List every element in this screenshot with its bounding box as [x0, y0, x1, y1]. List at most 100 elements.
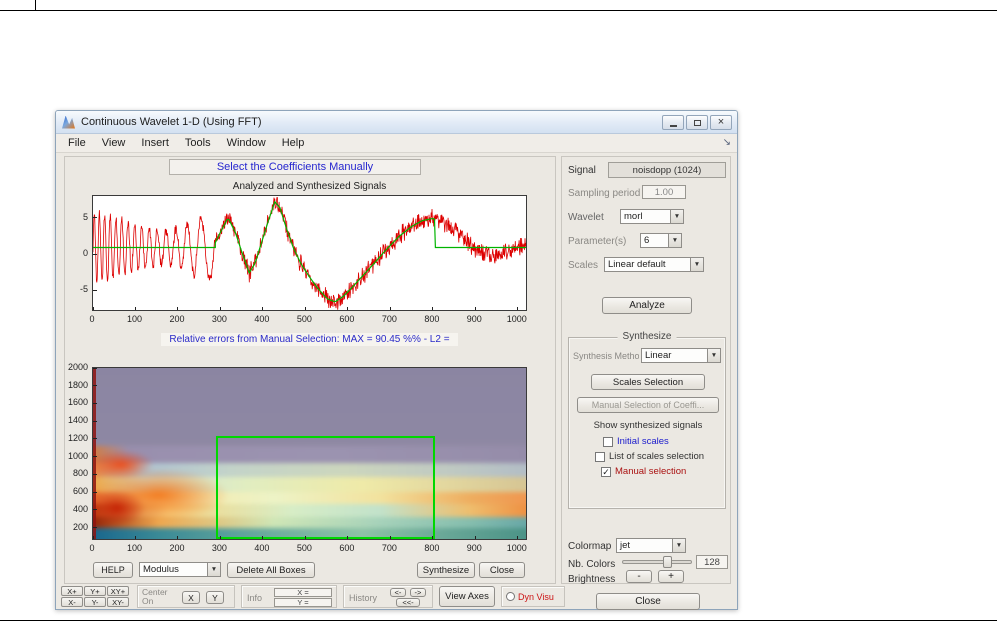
menu-item-tools[interactable]: Tools: [177, 137, 219, 149]
dyn-visu-group[interactable]: Dyn Visu: [501, 586, 565, 607]
chevron-down-icon: ▼: [668, 234, 681, 247]
synthesis-method-dropdown[interactable]: Linear ▼: [641, 348, 721, 363]
scalogram-plot[interactable]: [92, 367, 527, 540]
x-tick-label: 100: [127, 543, 142, 553]
menu-item-view[interactable]: View: [94, 137, 134, 149]
checkbox-label: Manual selection: [615, 466, 686, 477]
colormap-label: Colormap: [568, 541, 611, 552]
info-y-field: Y =: [274, 598, 332, 607]
signal-plot-title: Analyzed and Synthesized Signals: [92, 181, 527, 192]
parameter-dropdown[interactable]: 6 ▼: [640, 233, 682, 248]
analyze-button[interactable]: Analyze: [602, 297, 692, 314]
delete-all-boxes-button[interactable]: Delete All Boxes: [227, 562, 315, 578]
checkbox-label: Initial scales: [617, 436, 669, 447]
maximize-button[interactable]: [686, 115, 708, 130]
dock-figure-icon[interactable]: ↘: [723, 137, 731, 148]
help-button[interactable]: HELP: [93, 562, 133, 578]
maximize-icon: [694, 120, 701, 126]
tick-mark: [517, 307, 518, 311]
checkbox-box[interactable]: [595, 452, 605, 462]
manual-selection-button[interactable]: Manual Selection of Coeffi...: [577, 397, 719, 413]
zoom-y-minus-button[interactable]: Y-: [84, 597, 106, 607]
tick-mark: [432, 536, 433, 540]
chevron-down-icon: ▼: [672, 539, 685, 552]
center-y-button[interactable]: Y: [206, 591, 224, 604]
app-window: Continuous Wavelet 1-D (Using FFT) × ↘ F…: [55, 110, 738, 610]
on-text: On: [142, 596, 153, 606]
x-tick-label: 800: [424, 314, 439, 324]
x-tick-label: 600: [339, 543, 354, 553]
checkbox-manual-selection[interactable]: ✓ Manual selection: [601, 464, 704, 479]
scales-dropdown[interactable]: Linear default ▼: [604, 257, 704, 272]
sampling-period-input[interactable]: 1.00: [642, 185, 686, 199]
modulus-dropdown[interactable]: Modulus ▼: [139, 562, 221, 577]
brightness-minus-button[interactable]: -: [626, 570, 652, 583]
tick-mark: [93, 492, 97, 493]
nb-colors-input[interactable]: 128: [696, 555, 728, 569]
minimize-button[interactable]: [662, 115, 684, 130]
tick-mark: [93, 254, 97, 255]
close-window-button[interactable]: Close: [596, 593, 700, 610]
view-axes-button[interactable]: View Axes: [439, 586, 495, 607]
tick-mark: [305, 307, 306, 311]
analyzed-signal-trace: [93, 198, 527, 310]
x-tick-label: 0: [89, 543, 94, 553]
history-forward-button[interactable]: ->: [410, 588, 426, 597]
synthesize-group-title: Synthesize: [618, 331, 677, 342]
close-button[interactable]: ×: [710, 115, 732, 130]
scalogram-layer: [92, 528, 527, 540]
zoom-y-plus-button[interactable]: Y+: [84, 586, 106, 596]
center-on-group: Center On X Y: [137, 585, 235, 608]
colormap-dropdown[interactable]: jet ▼: [616, 538, 686, 553]
radio-icon[interactable]: [506, 592, 515, 601]
right-panel: Signal noisdopp (1024) Sampling period 1…: [561, 156, 731, 584]
zoom-xy-plus-button[interactable]: XY+: [107, 586, 129, 596]
x-tick-label: 100: [127, 314, 142, 324]
menu-item-window[interactable]: Window: [219, 137, 274, 149]
scales-value: Linear default: [605, 258, 690, 271]
tick-mark: [390, 536, 391, 540]
zoom-xy-minus-button[interactable]: XY-: [107, 597, 129, 607]
synthesize-group: Synthesize Synthesis Method Linear ▼ Sca…: [568, 337, 726, 509]
checkbox-list-of-scales-selection[interactable]: List of scales selection: [595, 449, 704, 464]
chevron-down-icon: ▼: [207, 563, 220, 576]
checkbox-box[interactable]: [603, 437, 613, 447]
synthesis-method-value: Linear: [642, 349, 707, 362]
zoom-x-plus-button[interactable]: X+: [61, 586, 83, 596]
synthesize-button[interactable]: Synthesize: [417, 562, 475, 578]
title-bar[interactable]: Continuous Wavelet 1-D (Using FFT) ×: [56, 111, 737, 134]
menu-item-file[interactable]: File: [60, 137, 94, 149]
colormap-value: jet: [617, 539, 672, 552]
dyn-visu-label: Dyn Visu: [518, 592, 554, 602]
tick-mark: [517, 536, 518, 540]
center-x-button[interactable]: X: [182, 591, 200, 604]
x-tick-label: 300: [212, 314, 227, 324]
y-tick-label: 400: [66, 504, 88, 514]
tick-mark: [347, 536, 348, 540]
parameter-value: 6: [641, 234, 668, 247]
page: Continuous Wavelet 1-D (Using FFT) × ↘ F…: [0, 0, 997, 623]
checkbox-initial-scales[interactable]: Initial scales: [603, 434, 704, 449]
nb-colors-label: Nb. Colors: [568, 559, 615, 570]
wavelet-dropdown[interactable]: morl ▼: [620, 209, 684, 224]
scales-selection-button[interactable]: Scales Selection: [591, 374, 705, 390]
close-icon: ×: [718, 117, 724, 128]
y-tick-label: 1200: [66, 433, 88, 443]
x-tick-label: 500: [297, 543, 312, 553]
scalogram-layer: [92, 450, 154, 479]
zoom-x-minus-button[interactable]: X-: [61, 597, 83, 607]
tick-mark: [135, 307, 136, 311]
x-tick-label: 400: [254, 314, 269, 324]
x-tick-label: 600: [339, 314, 354, 324]
history-all-button[interactable]: <<-: [396, 598, 420, 607]
checkbox-box[interactable]: ✓: [601, 467, 611, 477]
brightness-plus-button[interactable]: +: [658, 570, 684, 583]
history-back-button[interactable]: <-: [390, 588, 406, 597]
menu-item-help[interactable]: Help: [274, 137, 313, 149]
bottom-toolbar: X+Y+XY+X-Y-XY- Center On X Y Info X = Y …: [61, 585, 591, 609]
close-plot-button[interactable]: Close: [479, 562, 525, 578]
menu-item-insert[interactable]: Insert: [133, 137, 177, 149]
tick-mark: [93, 438, 97, 439]
nb-colors-slider[interactable]: [622, 556, 692, 568]
slider-thumb[interactable]: [663, 556, 672, 568]
